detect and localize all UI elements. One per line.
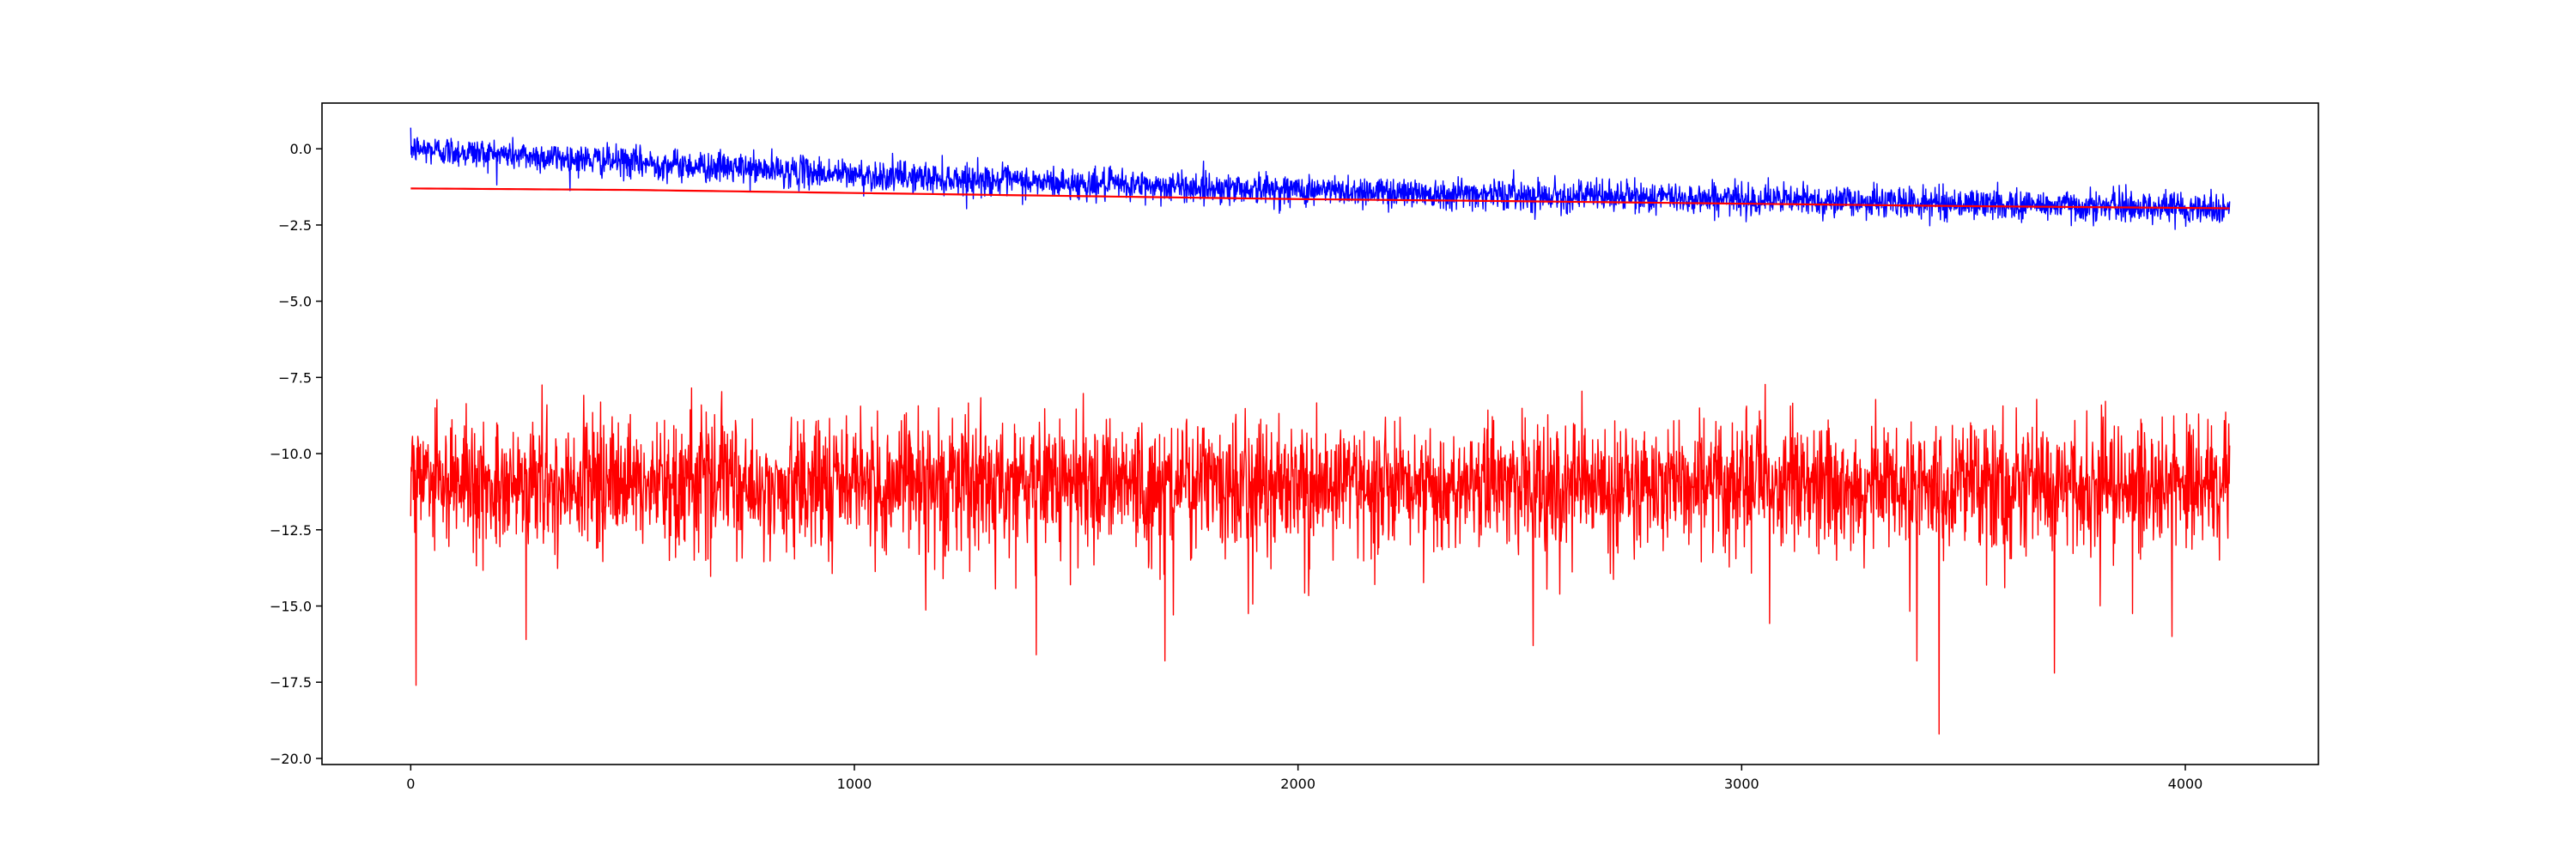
series-line-1 [410,187,2230,210]
y-axis: 0.0 −2.5 −5.0 −7.5 −10.0 −12.5 −15.0 −17.5 −20.0 [270,141,322,767]
y-tick-label: −20.0 [270,751,312,767]
x-tick-label: 4000 [2168,776,2203,792]
y-tick-label: −10.0 [270,446,312,462]
x-tick-label: 3000 [1724,776,1759,792]
x-axis: 0 1000 2000 3000 4000 [406,765,2202,792]
x-tick-label: 0 [406,776,415,792]
y-tick-label: −12.5 [270,522,312,539]
series-line-2 [410,383,2231,735]
y-tick-label: −2.5 [278,217,312,234]
y-tick-label: −17.5 [270,674,312,691]
y-tick-label: −15.0 [270,598,312,614]
axes-frame [321,102,2319,765]
y-tick-label: −7.5 [278,369,312,386]
series-line-0 [410,127,2231,230]
x-tick-label: 2000 [1280,776,1315,792]
plot-lines [410,127,2231,735]
x-tick-label: 1000 [837,776,872,792]
y-tick-label: 0.0 [290,141,312,157]
y-tick-label: −5.0 [278,294,312,310]
